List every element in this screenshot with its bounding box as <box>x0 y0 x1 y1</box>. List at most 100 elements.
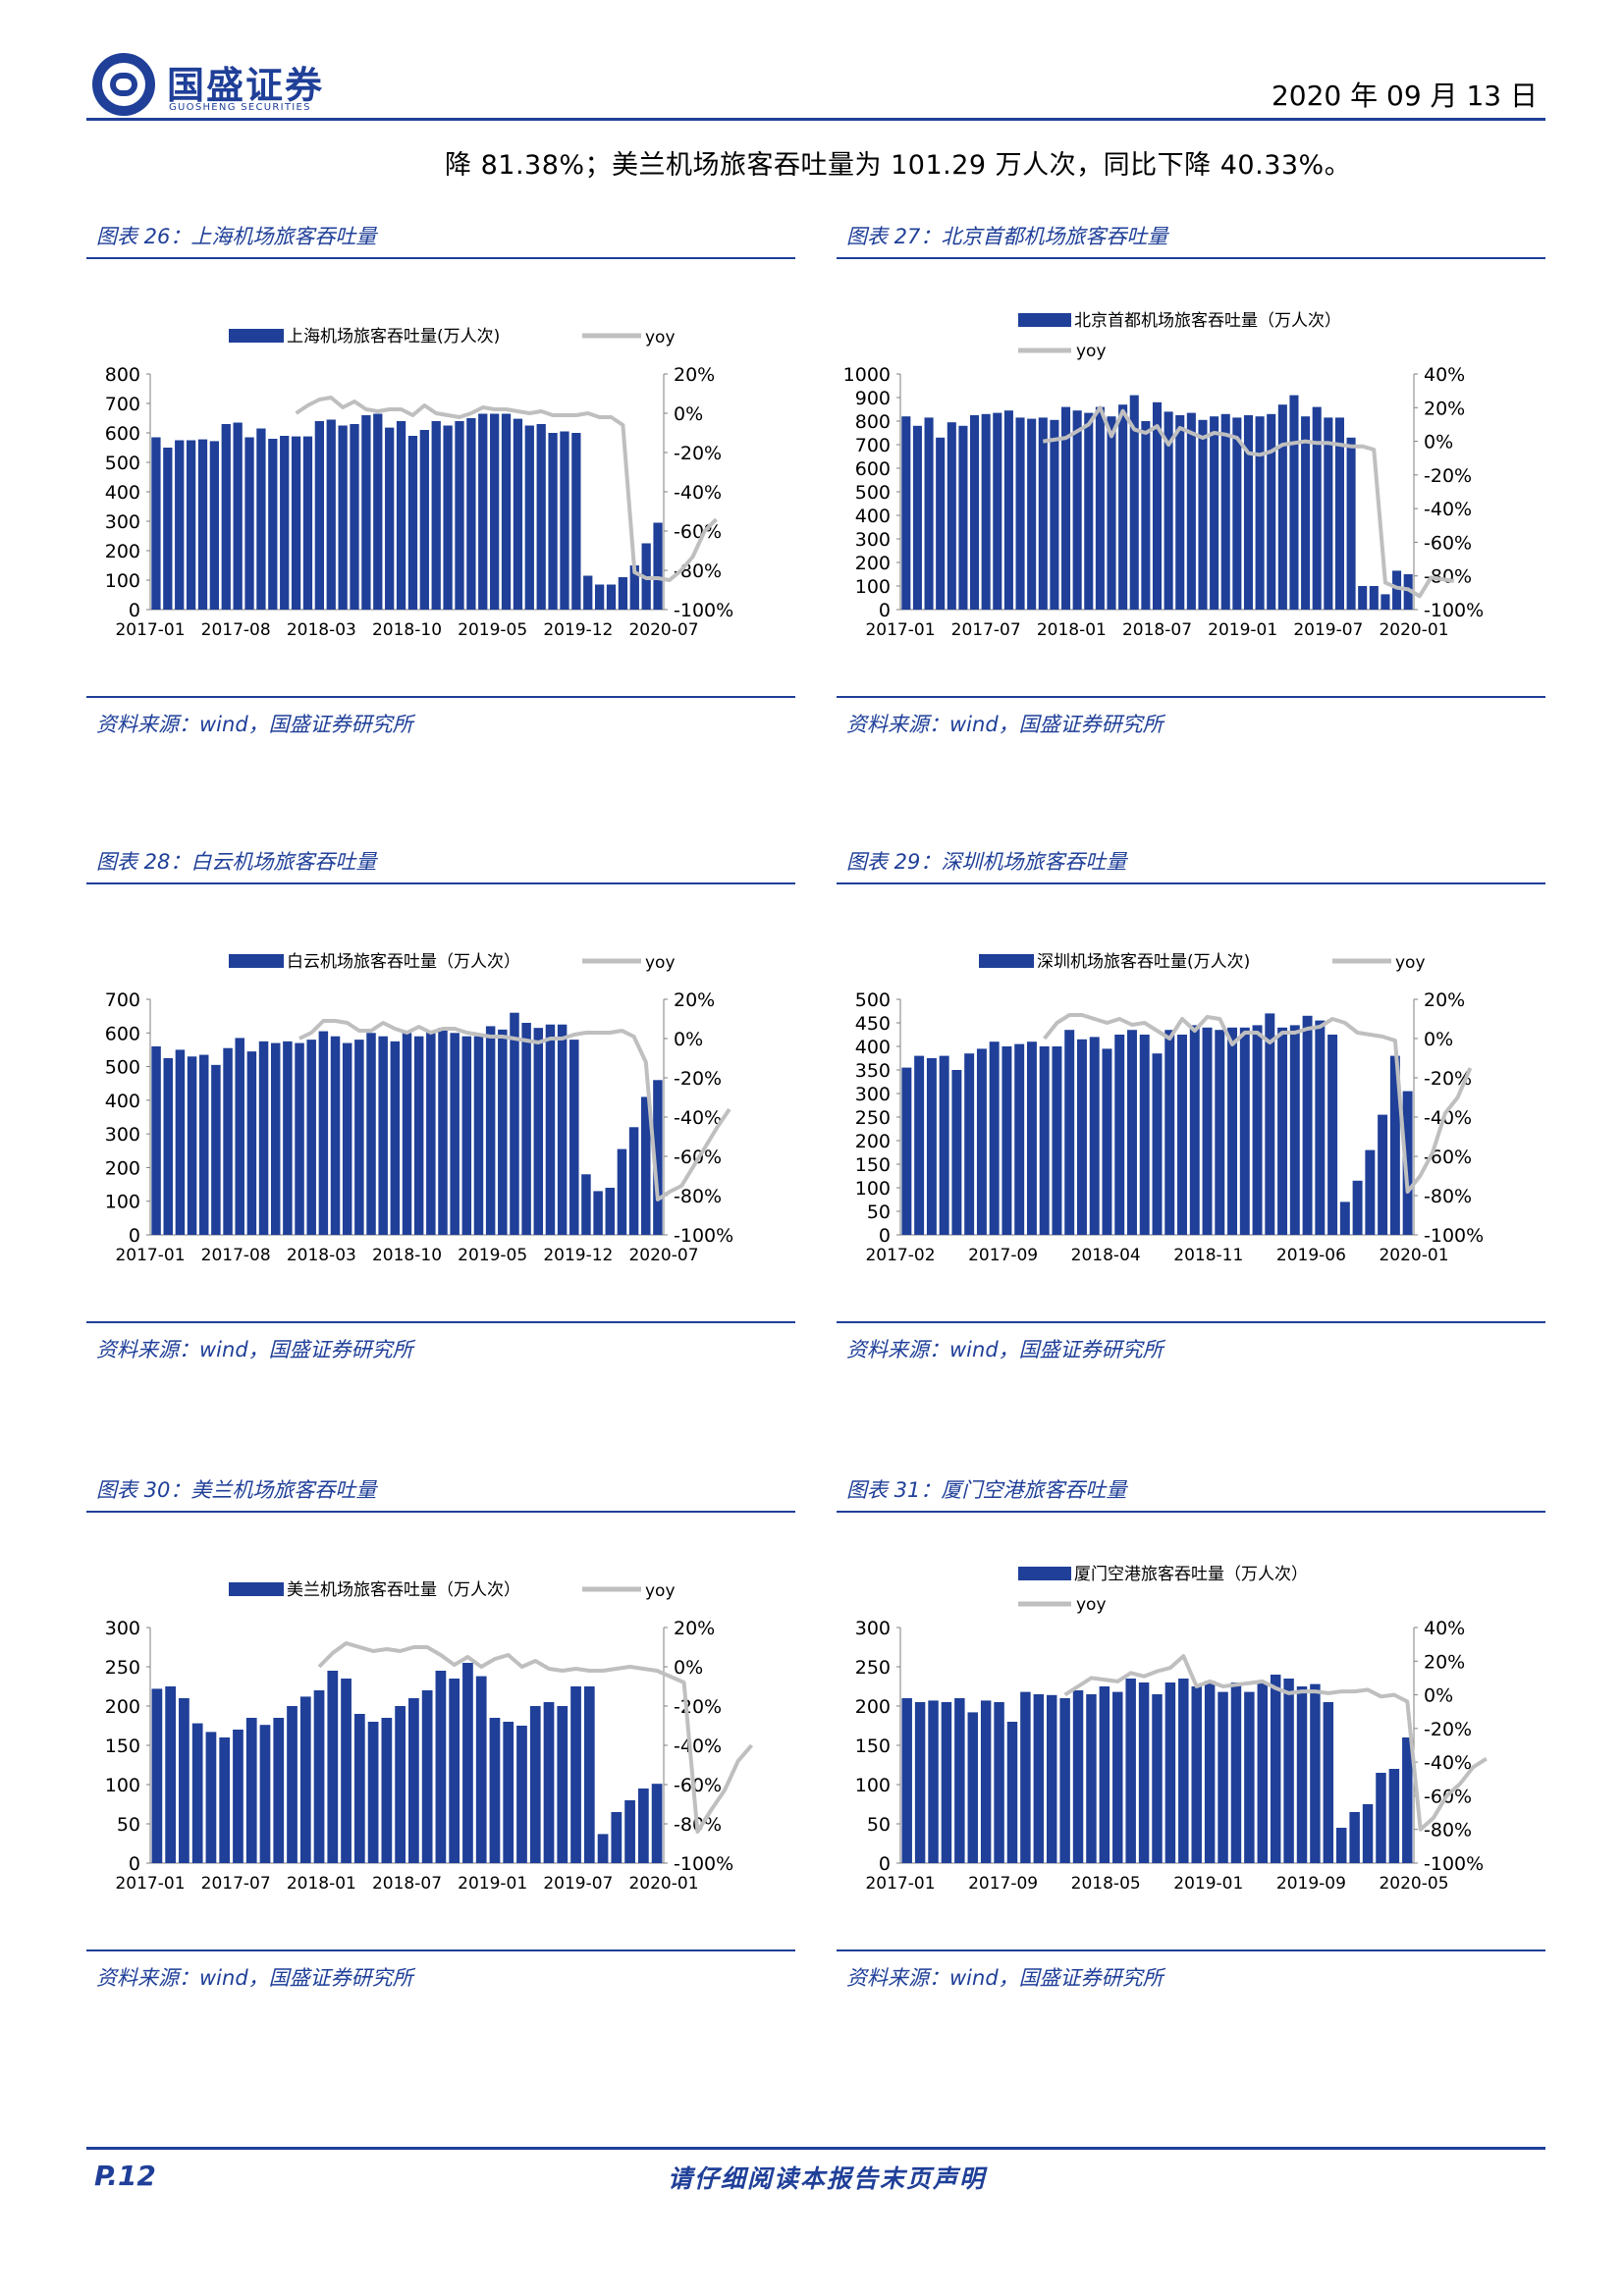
left-tick-label: 300 <box>855 1618 891 1639</box>
right-tick-label: -100% <box>674 600 733 621</box>
source-divider <box>86 696 795 698</box>
left-tick-label: 200 <box>105 1696 140 1718</box>
bar <box>594 584 605 610</box>
bar <box>970 415 980 610</box>
left-tick-label: 0 <box>129 1853 140 1875</box>
bar <box>548 433 558 610</box>
x-tick-label: 2019-01 <box>458 1874 527 1894</box>
right-tick-label: -80% <box>1424 1186 1472 1207</box>
left-tick-label: 50 <box>117 1814 140 1836</box>
x-tick-label: 2017-01 <box>115 1874 185 1894</box>
left-tick-label: 400 <box>105 482 140 504</box>
legend-swatch-bar <box>229 329 284 343</box>
bar <box>205 1732 217 1863</box>
x-tick-label: 2019-07 <box>1293 620 1363 640</box>
left-tick-label: 500 <box>105 1057 140 1079</box>
bar <box>295 1042 304 1235</box>
bar <box>1001 1046 1012 1235</box>
bar <box>209 441 220 610</box>
left-tick-label: 150 <box>855 1735 891 1757</box>
bar <box>1059 1698 1070 1863</box>
bar <box>219 1737 231 1863</box>
right-tick-label: -40% <box>1424 499 1472 520</box>
title-divider <box>837 1511 1545 1513</box>
x-tick-label: 2018-05 <box>1071 1874 1141 1894</box>
left-tick-label: 300 <box>105 1124 140 1146</box>
x-tick-label: 2019-06 <box>1276 1246 1346 1265</box>
bar <box>1301 416 1311 610</box>
logo-name-en: GUOSHENG SECURITIES <box>169 102 311 113</box>
bar <box>593 1191 603 1235</box>
bar <box>299 1696 311 1863</box>
bar <box>583 575 593 610</box>
bar <box>1215 1030 1225 1235</box>
bar <box>273 1718 285 1863</box>
bar <box>1277 404 1287 610</box>
bar <box>396 421 406 610</box>
bar <box>1141 421 1151 610</box>
left-tick-label: 500 <box>855 482 891 504</box>
title-divider <box>837 882 1545 884</box>
bar <box>1210 416 1219 610</box>
figure-panel-28: 图表 28：白云机场旅客吞吐量 白云机场旅客吞吐量（万人次） yoy 0 100 200… <box>86 846 795 1376</box>
x-tick-label: 2017-01 <box>865 620 935 640</box>
bar <box>529 1706 541 1863</box>
bar <box>1127 1030 1137 1235</box>
bar <box>516 1726 527 1863</box>
title-divider <box>86 257 795 259</box>
bar <box>186 440 196 610</box>
bar <box>419 430 429 610</box>
bar <box>928 1700 939 1863</box>
x-tick-label: 2017-01 <box>865 1874 935 1894</box>
bar <box>597 1834 609 1863</box>
bar <box>926 1058 937 1235</box>
bar <box>341 1679 352 1863</box>
bar <box>233 422 243 610</box>
left-tick-label: 0 <box>879 1225 891 1247</box>
bar <box>533 1028 544 1235</box>
bar <box>1312 406 1322 610</box>
bar <box>1177 1035 1187 1235</box>
bar <box>1050 419 1059 610</box>
right-tick-label: -20% <box>674 443 722 464</box>
bar <box>197 439 208 610</box>
right-tick-label: -20% <box>1424 1068 1472 1090</box>
yoy-line <box>295 396 718 582</box>
bar <box>407 436 418 610</box>
bar <box>1003 410 1013 610</box>
bar <box>367 1722 379 1863</box>
right-tick-label: 40% <box>1424 364 1465 386</box>
bar <box>1027 418 1037 610</box>
left-tick-label: 400 <box>855 506 891 527</box>
bar <box>485 1026 496 1235</box>
right-tick-label: -40% <box>1424 1752 1472 1774</box>
right-tick-label: -40% <box>674 482 722 504</box>
chart-31: 厦门空港旅客吞吐量（万人次） yoy 0 50 100 150 200 250 300 -100%… <box>837 1533 1545 1926</box>
left-tick-label: 300 <box>855 1084 891 1105</box>
left-tick-label: 0 <box>879 600 891 621</box>
left-tick-label: 100 <box>855 576 891 598</box>
bar <box>1095 406 1105 610</box>
figure-title: 图表 29：深圳机场旅客吞吐量 <box>846 850 1127 874</box>
bar <box>901 416 911 610</box>
left-tick-label: 200 <box>105 541 140 562</box>
bar <box>221 424 231 610</box>
legend-label-line: yoy <box>645 953 676 973</box>
bar <box>306 1040 316 1235</box>
bar <box>462 1663 473 1863</box>
legend-swatch-bar <box>229 1582 284 1596</box>
right-tick-label: -20% <box>674 1696 722 1718</box>
bar <box>1315 1020 1326 1235</box>
x-tick-label: 2020-01 <box>1379 1246 1448 1265</box>
bar <box>211 1064 221 1235</box>
bar <box>1277 1027 1288 1235</box>
bar <box>1152 1053 1163 1235</box>
bar <box>1244 1691 1255 1863</box>
bar <box>283 1041 293 1235</box>
bar <box>993 412 1002 610</box>
yoy-line <box>298 1019 731 1201</box>
bar <box>1289 1025 1300 1235</box>
header-divider <box>86 118 1545 121</box>
bar <box>545 1024 556 1235</box>
bar <box>258 1041 269 1235</box>
